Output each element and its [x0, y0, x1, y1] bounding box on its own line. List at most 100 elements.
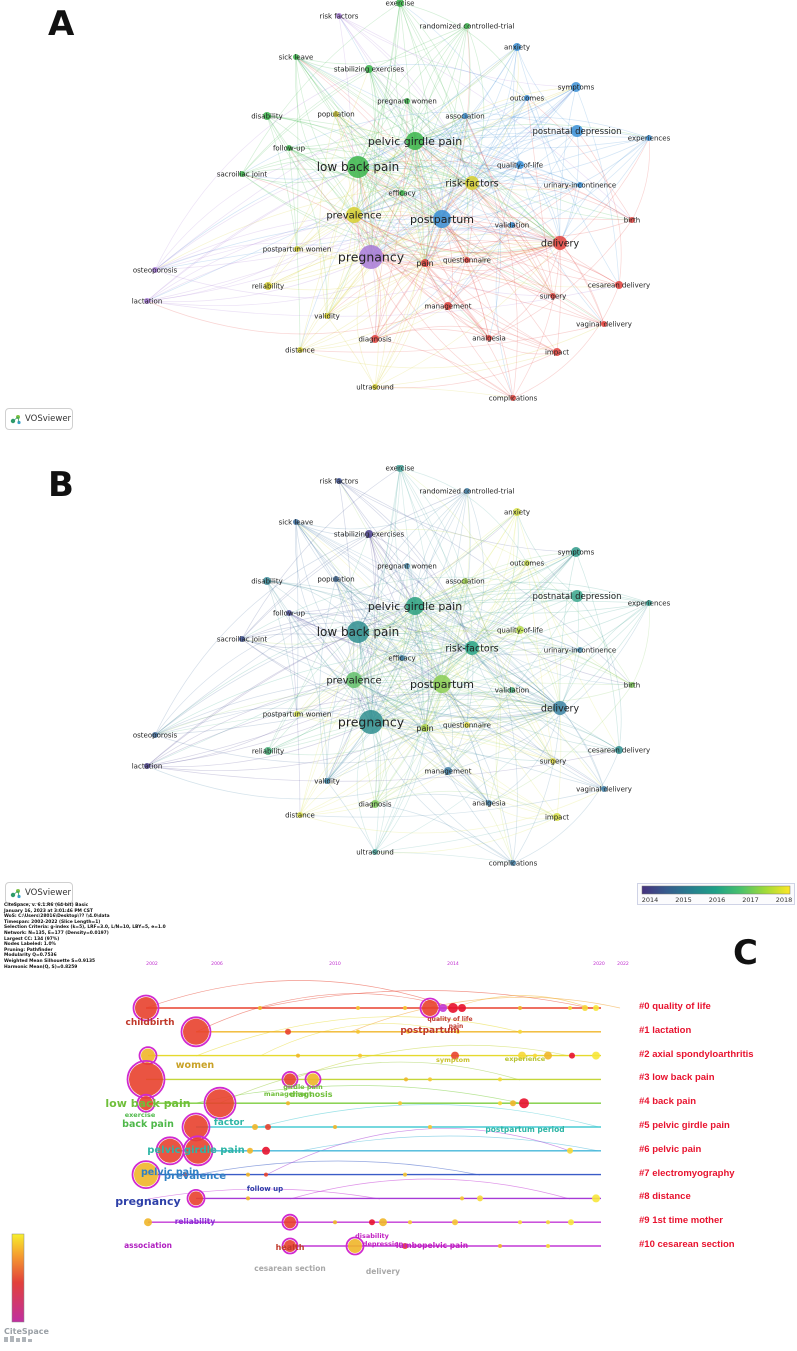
quality-of-life-node-circle[interactable]	[516, 161, 524, 169]
node-prevalence[interactable]: prevalence	[326, 672, 382, 688]
node-randomized-controlled-trial[interactable]: randomized controlled-trial	[419, 487, 514, 495]
node-diagnosis[interactable]: diagnosis	[358, 335, 392, 343]
pregnancy-node-circle[interactable]	[359, 710, 383, 734]
timeline-node[interactable]	[284, 1073, 296, 1086]
randomized-controlled-trial-node-circle[interactable]	[464, 23, 470, 29]
timeline-node[interactable]	[286, 1101, 290, 1106]
node-pregnant-women[interactable]: pregnant women	[377, 97, 437, 105]
node-follow-up[interactable]: follow-up	[273, 609, 306, 617]
node-birth[interactable]: birth	[624, 681, 640, 689]
node-experiences[interactable]: experiences	[628, 599, 671, 607]
osteoporosis-node-circle[interactable]	[152, 267, 158, 273]
population-node-circle[interactable]	[333, 111, 339, 117]
node-symptoms[interactable]: symptoms	[558, 82, 595, 92]
reliability-node-circle[interactable]	[264, 747, 272, 755]
node-lactation[interactable]: lactation	[132, 762, 163, 770]
surgery-node-circle[interactable]	[550, 758, 556, 764]
outcomes-node-circle[interactable]	[524, 95, 530, 101]
timeline-node[interactable]	[284, 1216, 296, 1229]
node-reliability[interactable]: reliability	[252, 747, 284, 755]
timeline-node[interactable]	[206, 1089, 234, 1118]
timeline-node[interactable]	[398, 1101, 402, 1106]
timeline-node[interactable]	[428, 1077, 432, 1082]
node-birth[interactable]: birth	[624, 216, 640, 224]
efficacy-node-circle[interactable]	[399, 655, 405, 661]
vaginal-delivery-node-circle[interactable]	[601, 321, 607, 327]
postpartum-women-node-circle[interactable]	[294, 711, 300, 717]
postpartum-node-circle[interactable]	[433, 675, 451, 693]
node-pregnant-women[interactable]: pregnant women	[377, 562, 437, 570]
timeline-node[interactable]	[518, 1051, 526, 1060]
node-population[interactable]: population	[317, 575, 354, 583]
node-distance[interactable]: distance	[285, 811, 315, 819]
node-sick-leave[interactable]: sick leave	[279, 53, 314, 61]
timeline-node[interactable]	[456, 1029, 460, 1034]
node-outcomes[interactable]: outcomes	[510, 94, 545, 102]
timeline-node[interactable]	[406, 1029, 410, 1034]
exercise-node-circle[interactable]	[396, 465, 404, 472]
timeline-node[interactable]	[189, 1191, 203, 1206]
low-back-pain-node-circle[interactable]	[347, 156, 369, 178]
lactation-node-circle[interactable]	[144, 298, 150, 304]
node-complications[interactable]: complications	[489, 859, 538, 867]
association-node-circle[interactable]	[462, 578, 468, 584]
timeline-node[interactable]	[358, 1053, 362, 1058]
timeline-node[interactable]	[307, 1073, 319, 1086]
node-prevalence[interactable]: prevalence	[326, 207, 382, 223]
postpartum-node-circle[interactable]	[433, 210, 451, 228]
pain-node-circle[interactable]	[421, 259, 429, 267]
timeline-node[interactable]	[518, 1220, 522, 1225]
osteoporosis-node-circle[interactable]	[152, 732, 158, 738]
sacroiliac-joint-node-circle[interactable]	[239, 636, 245, 642]
quality-of-life-node-circle[interactable]	[516, 626, 524, 634]
pelvic-girdle-pain-node-circle[interactable]	[406, 597, 424, 615]
node-low-back-pain[interactable]: low back pain	[317, 156, 400, 178]
node-disability[interactable]: disability	[251, 577, 283, 585]
timeline-node[interactable]	[246, 1196, 250, 1201]
validation-node-circle[interactable]	[509, 222, 515, 228]
node-questionnaire[interactable]: questionnaire	[443, 721, 491, 729]
low-back-pain-node-circle[interactable]	[347, 621, 369, 643]
efficacy-node-circle[interactable]	[399, 190, 405, 196]
timeline-node[interactable]	[183, 1018, 209, 1045]
symptoms-node-circle[interactable]	[571, 547, 581, 557]
timeline-node[interactable]	[439, 1004, 447, 1012]
node-validation[interactable]: validation	[495, 221, 529, 229]
node-management[interactable]: management	[425, 767, 472, 775]
node-postpartum[interactable]: postpartum	[410, 210, 474, 228]
risk-factors-node-circle[interactable]	[336, 478, 342, 484]
timeline-node[interactable]	[404, 1077, 408, 1082]
postnatal-depression-node-circle[interactable]	[571, 590, 583, 602]
timeline-node[interactable]	[452, 1219, 458, 1226]
timeline-node[interactable]	[141, 1048, 155, 1063]
anxiety-node-circle[interactable]	[513, 43, 521, 51]
timeline-node[interactable]	[451, 1051, 459, 1060]
node-anxiety[interactable]: anxiety	[504, 43, 530, 51]
node-osteoporosis[interactable]: osteoporosis	[133, 731, 178, 739]
anxiety-node-circle[interactable]	[513, 508, 521, 516]
node-sacroiliac-joint[interactable]: sacroiliac joint	[217, 635, 268, 643]
urinary-incontinence-node-circle[interactable]	[577, 182, 583, 188]
timeline-node[interactable]	[533, 1053, 537, 1058]
node-lactation[interactable]: lactation	[132, 297, 163, 305]
birth-node-circle[interactable]	[629, 682, 635, 688]
birth-node-circle[interactable]	[629, 217, 635, 223]
node-distance[interactable]: distance	[285, 346, 315, 354]
node-risk-factors[interactable]: risk-factors	[445, 641, 499, 655]
node-quality-of-life[interactable]: quality-of-life	[497, 161, 543, 169]
timeline-node[interactable]	[369, 1219, 375, 1226]
timeline-node[interactable]	[477, 1195, 483, 1202]
timeline-node[interactable]	[129, 1062, 163, 1097]
pregnant-women-node-circle[interactable]	[404, 98, 410, 104]
timeline-node[interactable]	[546, 1220, 550, 1225]
timeline-node[interactable]	[428, 1125, 432, 1129]
analgesia-node-circle[interactable]	[486, 800, 492, 806]
disability-node-circle[interactable]	[263, 577, 271, 585]
node-quality-of-life[interactable]: quality-of-life	[497, 626, 543, 634]
prevalence-node-circle[interactable]	[346, 672, 362, 688]
timeline-node[interactable]	[139, 1096, 153, 1111]
distance-node-circle[interactable]	[297, 812, 303, 818]
timeline-node[interactable]	[264, 1172, 268, 1177]
node-postnatal-depression[interactable]: postnatal depression	[533, 125, 622, 137]
node-experiences[interactable]: experiences	[628, 134, 671, 142]
